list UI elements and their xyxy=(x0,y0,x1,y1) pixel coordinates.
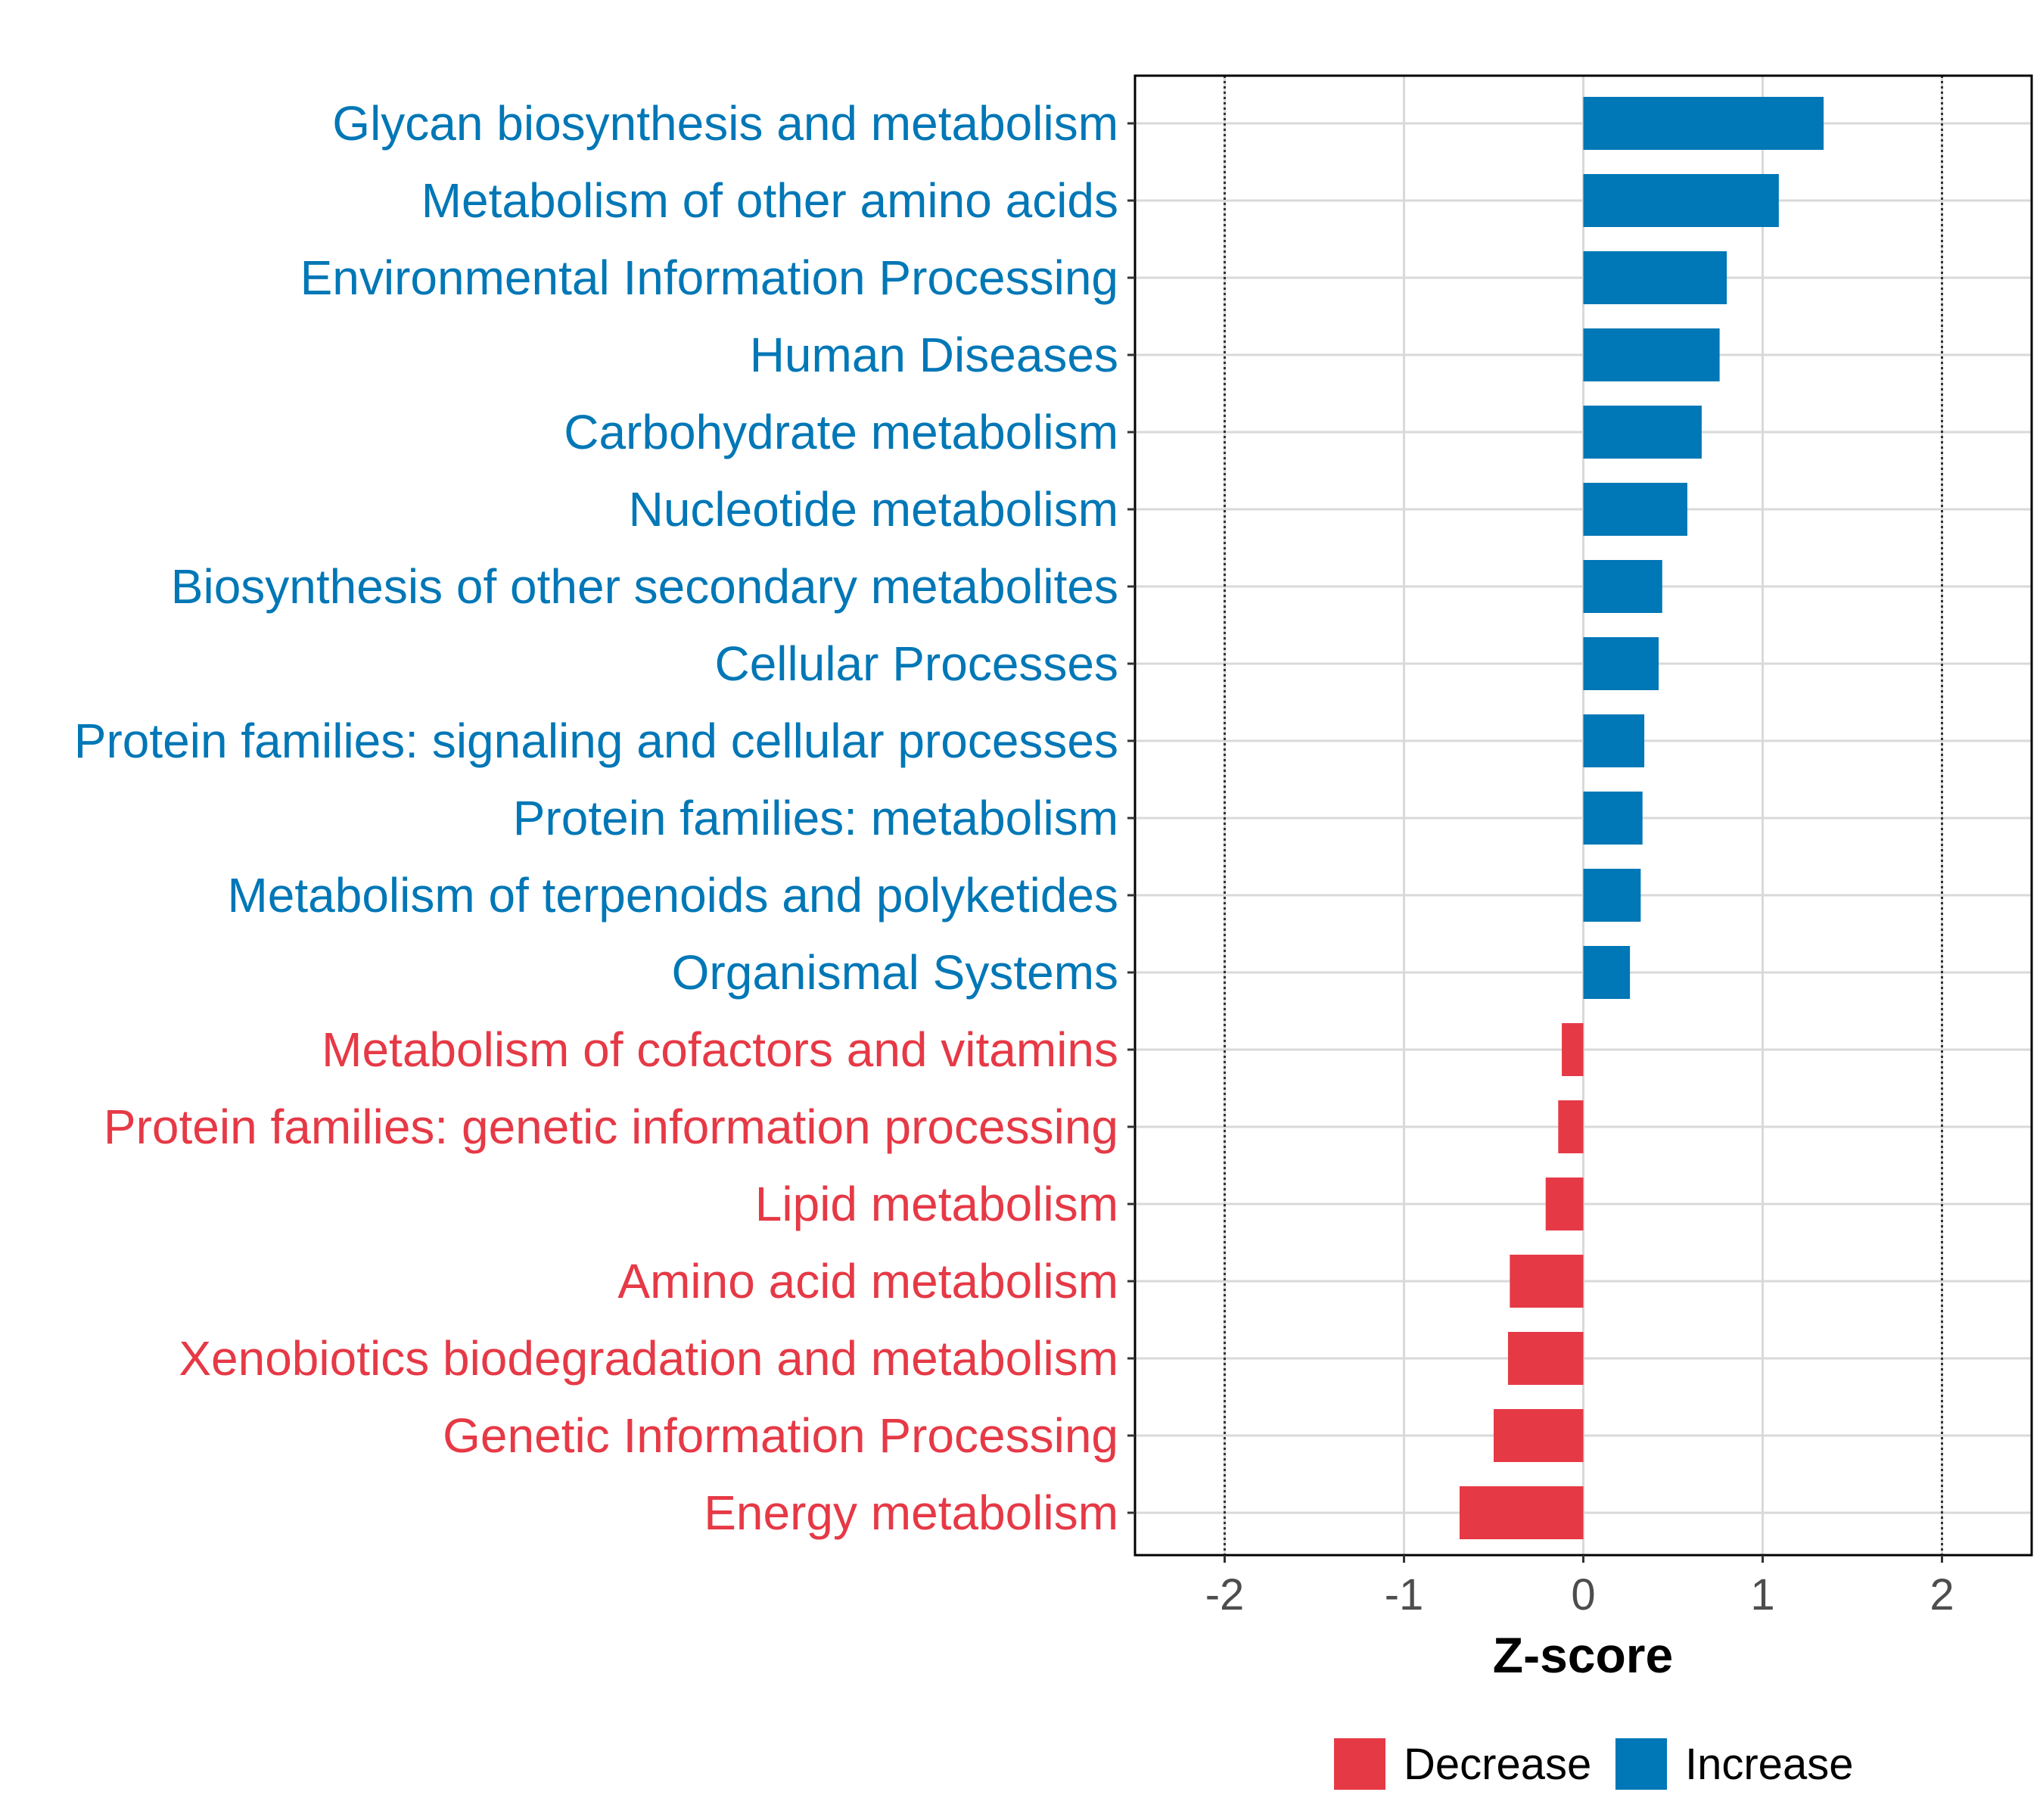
bar xyxy=(1583,637,1659,690)
legend-label: Decrease xyxy=(1404,1740,1591,1789)
bar xyxy=(1583,251,1727,304)
bar xyxy=(1583,174,1779,227)
bar xyxy=(1562,1023,1584,1076)
bar xyxy=(1494,1409,1584,1462)
category-label: Carbohydrate metabolism xyxy=(564,405,1118,459)
bar xyxy=(1459,1486,1584,1539)
legend-key xyxy=(1615,1738,1667,1790)
category-label: Protein families: signaling and cellular… xyxy=(74,714,1118,768)
bar xyxy=(1545,1178,1584,1230)
category-label: Environmental Information Processing xyxy=(300,250,1118,305)
bar xyxy=(1583,483,1687,536)
y-axis-ticks xyxy=(1127,122,1135,1514)
category-label: Protein families: genetic information pr… xyxy=(104,1100,1118,1154)
category-label: Nucleotide metabolism xyxy=(629,482,1118,537)
category-label: Genetic Information Processing xyxy=(443,1408,1118,1463)
category-label: Glycan biosynthesis and metabolism xyxy=(332,96,1118,151)
x-tick-label: -1 xyxy=(1385,1570,1424,1619)
bar xyxy=(1583,869,1641,922)
category-label: Organismal Systems xyxy=(672,945,1118,1000)
category-labels: Glycan biosynthesis and metabolism Metabo… xyxy=(74,96,1118,1540)
category-label: Metabolism of other amino acids xyxy=(421,173,1118,228)
category-label: Energy metabolism xyxy=(704,1486,1118,1540)
bar xyxy=(1583,406,1702,459)
category-label: Amino acid metabolism xyxy=(617,1254,1118,1308)
category-label: Cellular Processes xyxy=(714,636,1118,691)
bar xyxy=(1558,1100,1584,1153)
x-tick-label: 1 xyxy=(1750,1570,1774,1619)
x-axis-title: Z-score xyxy=(1493,1627,1673,1683)
x-tick-label: 2 xyxy=(1930,1570,1954,1619)
x-axis-ticks: -2 -1 0 1 2 xyxy=(1205,1555,1954,1619)
category-label: Lipid metabolism xyxy=(755,1177,1118,1231)
bar xyxy=(1583,792,1643,845)
legend-label: Increase xyxy=(1685,1740,1853,1789)
x-tick-label: -2 xyxy=(1205,1570,1245,1619)
category-label: Metabolism of terpenoids and polyketides xyxy=(227,868,1118,922)
bar xyxy=(1583,714,1645,767)
x-tick-label: 0 xyxy=(1571,1570,1595,1619)
legend: Decrease Increase xyxy=(1334,1738,1853,1790)
category-label: Human Diseases xyxy=(750,328,1118,382)
bar xyxy=(1583,946,1631,999)
bar xyxy=(1583,560,1662,613)
category-label: Biosynthesis of other secondary metaboli… xyxy=(171,559,1118,614)
category-label: Metabolism of cofactors and vitamins xyxy=(322,1022,1118,1077)
category-label: Protein families: metabolism xyxy=(513,791,1118,845)
bar xyxy=(1583,328,1720,381)
bars xyxy=(1459,97,1824,1539)
legend-key xyxy=(1334,1738,1385,1790)
bar xyxy=(1507,1332,1584,1385)
bar xyxy=(1583,97,1824,150)
bar xyxy=(1510,1255,1584,1308)
category-label: Xenobiotics biodegradation and metabolis… xyxy=(179,1331,1118,1386)
